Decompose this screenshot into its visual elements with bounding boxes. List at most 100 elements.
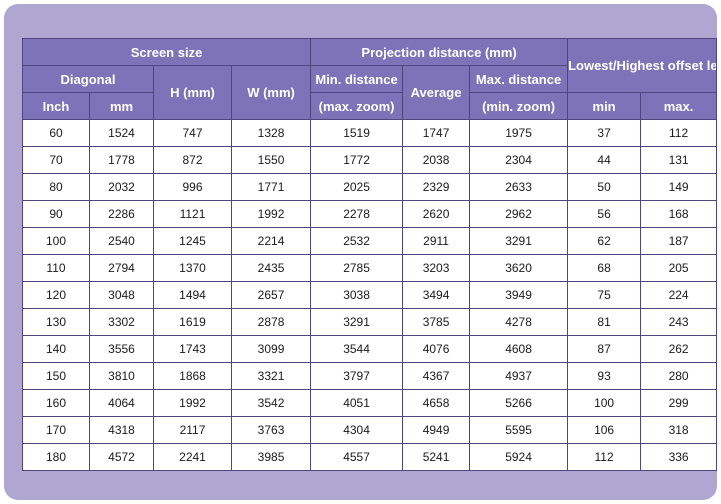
projection-table: Screen size Projection distance (mm) Low… (21, 38, 718, 471)
table-body: 60 1524 747 1328 1519 1747 1975 37 112 7… (22, 119, 718, 471)
table-cell: 3291 (469, 227, 569, 255)
table-row: 90 2286 1121 1992 2278 2620 2962 56 168 (22, 200, 718, 228)
table-cell: 62 (567, 227, 642, 255)
table-row: 100 2540 1245 2214 2532 2911 3291 62 187 (22, 227, 718, 255)
table-cell: 205 (640, 254, 718, 282)
table-cell: 2794 (89, 254, 154, 282)
table-cell: 1245 (153, 227, 232, 255)
table-cell: 56 (567, 200, 642, 228)
table-cell: 149 (640, 173, 718, 201)
table-cell: 2278 (310, 200, 404, 228)
table-cell: 187 (640, 227, 718, 255)
table-cell: 3949 (469, 281, 569, 309)
table-cell: 131 (640, 146, 718, 174)
table-cell: 3797 (310, 362, 404, 390)
table-cell: 2540 (89, 227, 154, 255)
table-cell: 4304 (310, 416, 404, 444)
table-row: 130 3302 1619 2878 3291 3785 4278 81 243 (22, 308, 718, 336)
table-cell: 150 (22, 362, 90, 390)
table-cell: 93 (567, 362, 642, 390)
lens-min-header: min (567, 92, 642, 120)
table-cell: 3985 (230, 443, 312, 471)
table-cell: 1121 (153, 200, 232, 228)
lens-max-header: max. (640, 92, 718, 120)
table-cell: 2304 (469, 146, 569, 174)
table-cell: 2962 (469, 200, 569, 228)
table-cell: 4557 (310, 443, 404, 471)
table-cell: 5595 (469, 416, 569, 444)
table-cell: 4367 (402, 362, 471, 390)
table-cell: 130 (22, 308, 90, 336)
table-cell: 5266 (469, 389, 569, 417)
table-cell: 2025 (310, 173, 404, 201)
table-row: 60 1524 747 1328 1519 1747 1975 37 112 (22, 119, 718, 147)
table-cell: 280 (640, 362, 718, 390)
table-cell: 3544 (310, 335, 404, 363)
table-cell: 1771 (230, 173, 312, 201)
table-cell: 243 (640, 308, 718, 336)
table-cell: 4278 (469, 308, 569, 336)
table-cell: 2117 (153, 416, 232, 444)
table-cell: 44 (567, 146, 642, 174)
table-cell: 4937 (469, 362, 569, 390)
table-cell: 112 (567, 443, 642, 471)
table-cell: 168 (640, 200, 718, 228)
table-cell: 4076 (402, 335, 471, 363)
table-cell: 3203 (402, 254, 471, 282)
min-distance-note: (max. zoom) (310, 92, 404, 120)
table-row: 110 2794 1370 2435 2785 3203 3620 68 205 (22, 254, 718, 282)
table-cell: 70 (22, 146, 90, 174)
table-cell: 3321 (230, 362, 312, 390)
table-cell: 1550 (230, 146, 312, 174)
table-panel: Screen size Projection distance (mm) Low… (4, 4, 718, 500)
table-cell: 1772 (310, 146, 404, 174)
table-cell: 747 (153, 119, 232, 147)
table-cell: 1619 (153, 308, 232, 336)
table-cell: 80 (22, 173, 90, 201)
table-cell: 336 (640, 443, 718, 471)
mm-header: mm (89, 92, 154, 120)
lens-position-header: Lowest/Highest offset lens position (mm) (567, 38, 718, 93)
table-cell: 3494 (402, 281, 471, 309)
table-cell: 4051 (310, 389, 404, 417)
table-cell: 1328 (230, 119, 312, 147)
projection-distance-header: Projection distance (mm) (310, 38, 569, 66)
table-cell: 4318 (89, 416, 154, 444)
table-cell: 3810 (89, 362, 154, 390)
table-cell: 4949 (402, 416, 471, 444)
table-cell: 3302 (89, 308, 154, 336)
table-cell: 4608 (469, 335, 569, 363)
table-cell: 110 (22, 254, 90, 282)
table-cell: 90 (22, 200, 90, 228)
table-cell: 1992 (153, 389, 232, 417)
table-cell: 2435 (230, 254, 312, 282)
table-cell: 2241 (153, 443, 232, 471)
table-cell: 318 (640, 416, 718, 444)
table-cell: 4064 (89, 389, 154, 417)
table-cell: 2657 (230, 281, 312, 309)
table-cell: 872 (153, 146, 232, 174)
table-cell: 2214 (230, 227, 312, 255)
table-cell: 68 (567, 254, 642, 282)
table-cell: 81 (567, 308, 642, 336)
table-cell: 50 (567, 173, 642, 201)
width-header: W (mm) (230, 65, 312, 120)
table-cell: 1524 (89, 119, 154, 147)
table-cell: 5241 (402, 443, 471, 471)
max-distance-header: Max. distance (469, 65, 569, 93)
table-row: 150 3810 1868 3321 3797 4367 4937 93 280 (22, 362, 718, 390)
table-cell: 140 (22, 335, 90, 363)
screen-size-header: Screen size (21, 38, 312, 66)
table-cell: 112 (640, 119, 718, 147)
table-cell: 996 (153, 173, 232, 201)
table-row: 170 4318 2117 3763 4304 4949 5595 106 31… (22, 416, 718, 444)
table-row: 180 4572 2241 3985 4557 5241 5924 112 33… (22, 443, 718, 471)
table-cell: 2038 (402, 146, 471, 174)
table-cell: 1494 (153, 281, 232, 309)
diagonal-header: Diagonal (22, 65, 154, 93)
max-distance-note: (min. zoom) (469, 92, 569, 120)
table-row: 70 1778 872 1550 1772 2038 2304 44 131 (22, 146, 718, 174)
table-cell: 2286 (89, 200, 154, 228)
table-row: 140 3556 1743 3099 3544 4076 4608 87 262 (22, 335, 718, 363)
table-cell: 1747 (402, 119, 471, 147)
